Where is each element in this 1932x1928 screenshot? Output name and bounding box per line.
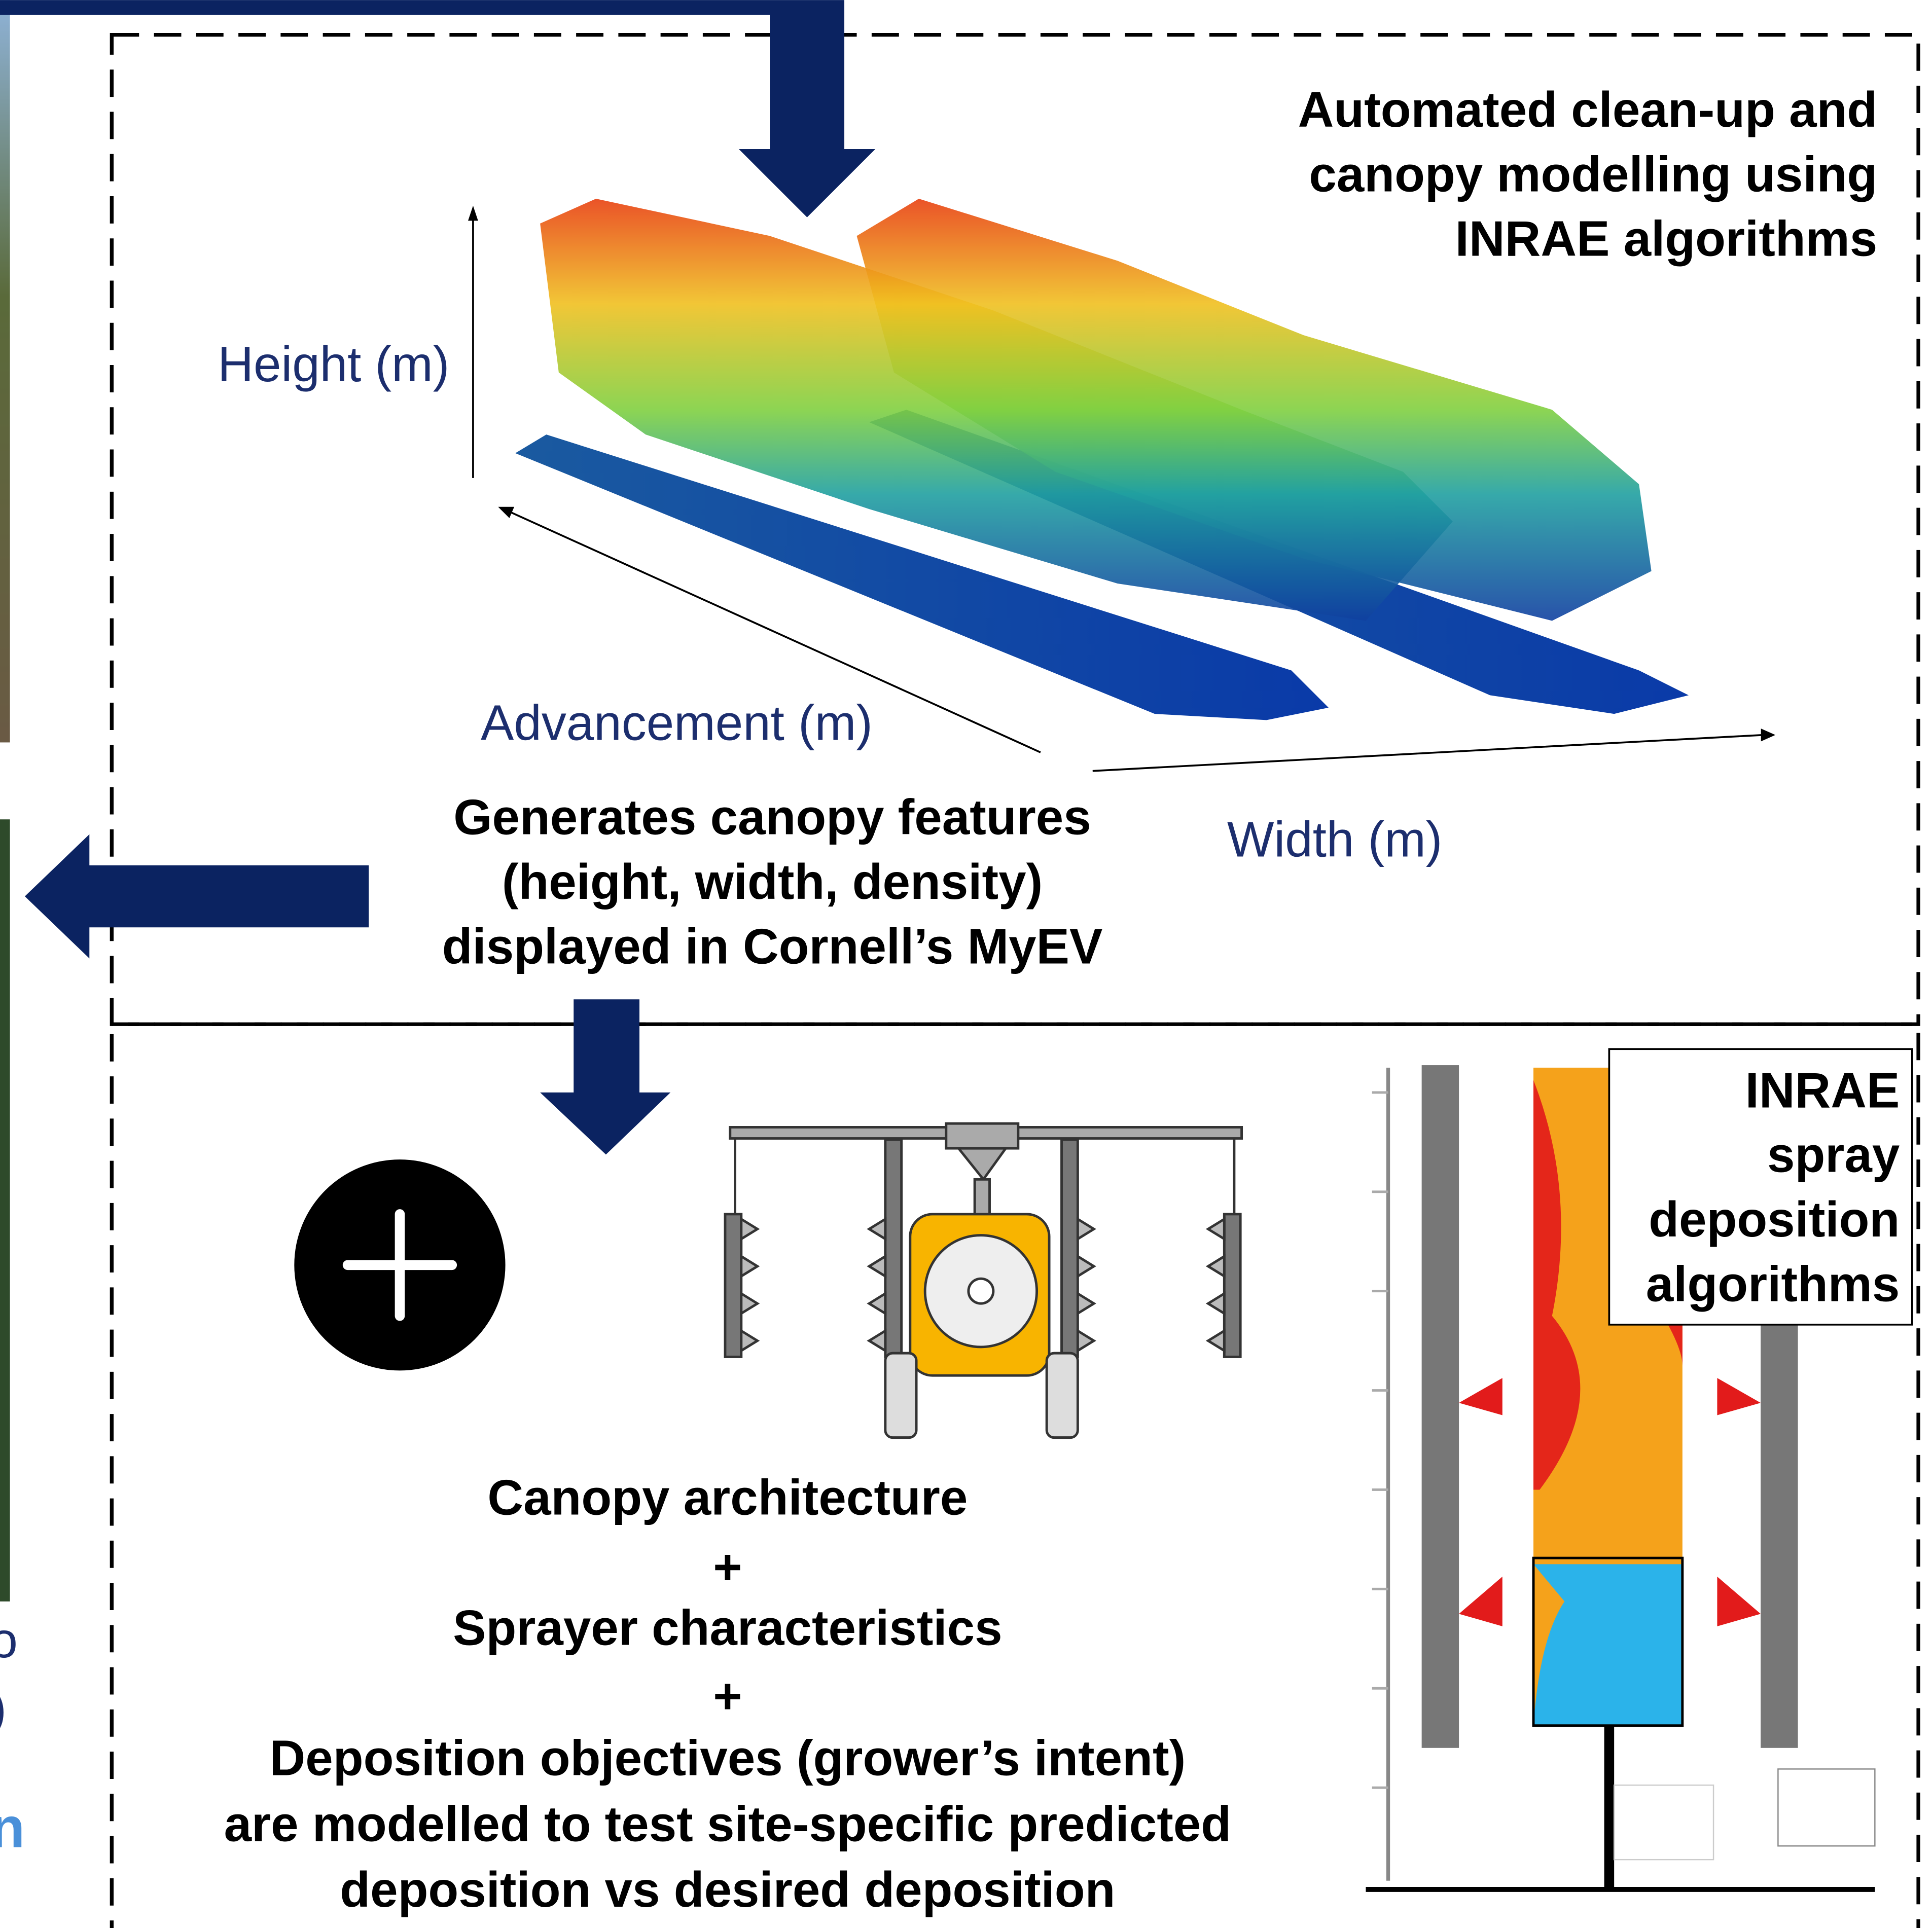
axis-label: Height (m): [218, 336, 449, 392]
summary-text: +: [713, 1539, 742, 1595]
bottom-panel-frame: [110, 1022, 1920, 1928]
axis-label: Advancement (m): [481, 695, 873, 751]
flow-arrows: [0, 0, 876, 1155]
fragment-text: ): [0, 1681, 7, 1736]
axis-head: [468, 205, 478, 221]
summary-text: deposition vs desired deposition: [340, 1862, 1115, 1917]
arrow-down-mid: [540, 999, 671, 1155]
axis-head: [1761, 729, 1776, 742]
point-cloud: [515, 198, 1689, 720]
panel-title: Automated clean-up and: [1298, 82, 1878, 137]
canopy-row: [856, 198, 1652, 621]
fragment-text: n: [0, 1796, 25, 1860]
summary-text: Canopy architecture: [487, 1469, 968, 1525]
width-axis: [1092, 734, 1764, 772]
inrae-text: algorithms: [1646, 1256, 1900, 1312]
axis-label: Width (m): [1227, 812, 1442, 867]
arrow-left: [24, 834, 369, 959]
ground-row: [515, 434, 1329, 720]
panel-title: canopy modelling using: [1309, 146, 1877, 202]
axes: [468, 205, 1776, 772]
photo-fragment: [0, 0, 10, 743]
deposition-figure: [1366, 1065, 1876, 1892]
features-text: (height, width, density): [502, 854, 1043, 910]
inrae-text: INRAE: [1745, 1062, 1900, 1118]
summary-text: +: [713, 1668, 742, 1724]
sprayer-drawing: [724, 1122, 1243, 1439]
fragment-text: o: [0, 1612, 18, 1668]
inrae-text: deposition: [1649, 1191, 1900, 1247]
arrow-down-top: [0, 0, 876, 217]
inrae-text: spray: [1767, 1127, 1900, 1183]
summary-text: are modelled to test site-specific predi…: [224, 1796, 1232, 1851]
panel-title: INRAE algorithms: [1455, 211, 1878, 267]
inrae-box: [1608, 1048, 1913, 1326]
plus-icon: [294, 1159, 506, 1371]
advancement-axis: [509, 511, 1041, 753]
photo-fragment: [0, 819, 10, 1602]
ruler-ticks: [1372, 1091, 1388, 1789]
summary-text: Sprayer characteristics: [453, 1600, 1002, 1656]
features-text: displayed in Cornell’s MyEV: [442, 918, 1103, 974]
features-text: Generates canopy features: [453, 789, 1091, 845]
axis-head: [498, 506, 515, 519]
summary-text: Deposition objectives (grower’s intent): [270, 1730, 1186, 1786]
